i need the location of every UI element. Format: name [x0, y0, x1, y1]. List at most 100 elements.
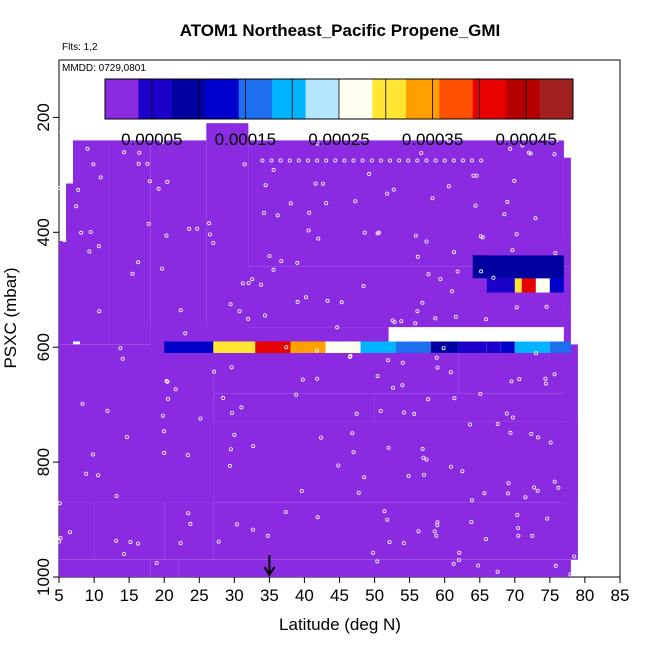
- y-tick-label: 1000: [34, 558, 53, 596]
- x-tick-label: 45: [330, 586, 349, 605]
- sample-point: [59, 129, 64, 134]
- sample-point: [118, 346, 123, 351]
- sample-point: [385, 517, 390, 522]
- colorbar-tick-label: 0.00015: [215, 130, 276, 149]
- sample-point: [278, 158, 283, 163]
- heatmap-cell: [521, 278, 536, 293]
- sample-point: [57, 539, 62, 544]
- sample-point: [87, 249, 92, 254]
- sample-point: [415, 158, 420, 163]
- sample-point: [242, 162, 247, 167]
- sample-point: [510, 248, 515, 253]
- sample-point: [476, 563, 481, 568]
- sample-point: [456, 558, 461, 563]
- sample-point: [183, 331, 188, 336]
- sample-point: [434, 355, 439, 360]
- sample-point: [251, 444, 256, 449]
- sample-point: [419, 151, 424, 156]
- sample-point: [207, 221, 212, 226]
- sample-point: [315, 515, 320, 520]
- sample-point: [58, 536, 63, 541]
- heatmap-cell: [514, 278, 522, 293]
- sample-point: [378, 408, 383, 413]
- y-tick-label: 200: [34, 103, 53, 131]
- sample-point: [370, 550, 375, 555]
- sample-point: [303, 295, 308, 300]
- sample-point: [556, 485, 561, 490]
- sample-point: [154, 561, 159, 566]
- sample-point: [387, 540, 392, 545]
- sample-point: [400, 360, 405, 365]
- colorbar-swatch: [305, 79, 340, 119]
- sample-point: [426, 272, 431, 277]
- sample-point: [269, 158, 274, 163]
- sample-point: [527, 332, 532, 337]
- x-tick-label: 70: [505, 586, 524, 605]
- sample-point: [315, 141, 320, 146]
- sample-point: [250, 277, 255, 282]
- sample-point: [147, 179, 152, 184]
- sample-point: [451, 561, 456, 566]
- sample-point: [532, 485, 537, 490]
- sample-point: [136, 161, 141, 166]
- sample-point: [80, 401, 85, 406]
- sample-point: [296, 158, 301, 163]
- sample-point: [195, 226, 200, 231]
- sample-point: [543, 376, 548, 381]
- sample-point: [173, 387, 178, 392]
- sample-point: [453, 314, 458, 319]
- sample-point: [552, 152, 557, 157]
- sample-point: [448, 464, 453, 469]
- sample-point: [234, 522, 239, 527]
- sample-point: [279, 259, 284, 264]
- heatmap-cell: [486, 292, 564, 307]
- sample-point: [367, 171, 372, 176]
- colorbar-swatch: [472, 79, 507, 119]
- sample-point: [325, 298, 330, 303]
- sample-point: [415, 254, 420, 259]
- sample-point: [306, 228, 311, 233]
- y-tick-label: 400: [34, 218, 53, 246]
- x-tick-label: 20: [155, 586, 174, 605]
- sample-point: [237, 309, 242, 314]
- heatmap-cell: [80, 140, 109, 345]
- x-tick-label: 85: [611, 586, 630, 605]
- sample-point: [362, 230, 367, 235]
- sample-point: [401, 541, 406, 546]
- sample-point: [198, 416, 203, 421]
- sample-point: [232, 432, 237, 437]
- sample-point: [510, 415, 515, 420]
- sample-point: [377, 230, 382, 235]
- sample-point: [76, 187, 81, 192]
- heatmap-cell: [563, 266, 571, 345]
- heatmap-cell: [94, 502, 165, 560]
- sample-point: [260, 158, 265, 163]
- sample-point: [178, 541, 183, 546]
- sample-point: [378, 158, 383, 163]
- sample-point: [446, 184, 451, 189]
- sample-point: [339, 300, 344, 305]
- heatmap-cell: [549, 341, 571, 353]
- arrow-head: [263, 566, 276, 577]
- heatmap-cell: [339, 353, 459, 394]
- y-tick-label: 800: [34, 448, 53, 476]
- heatmap-cell: [59, 240, 66, 345]
- sample-point: [526, 150, 531, 155]
- sample-point: [512, 178, 517, 183]
- sample-point: [229, 365, 234, 370]
- sample-point: [360, 158, 365, 163]
- heatmap-cell: [339, 502, 578, 560]
- sample-point: [386, 445, 391, 450]
- sample-point: [430, 196, 435, 201]
- sample-point: [406, 473, 411, 478]
- sample-point: [457, 550, 462, 555]
- sample-point: [529, 431, 534, 436]
- sample-point: [229, 410, 234, 415]
- sample-point: [469, 520, 474, 525]
- colorbar-swatch: [238, 79, 273, 119]
- sample-point: [98, 175, 103, 180]
- colorbar-swatch: [539, 79, 574, 119]
- colorbar-tick-label: 0.00005: [121, 130, 182, 149]
- sample-point: [386, 358, 391, 363]
